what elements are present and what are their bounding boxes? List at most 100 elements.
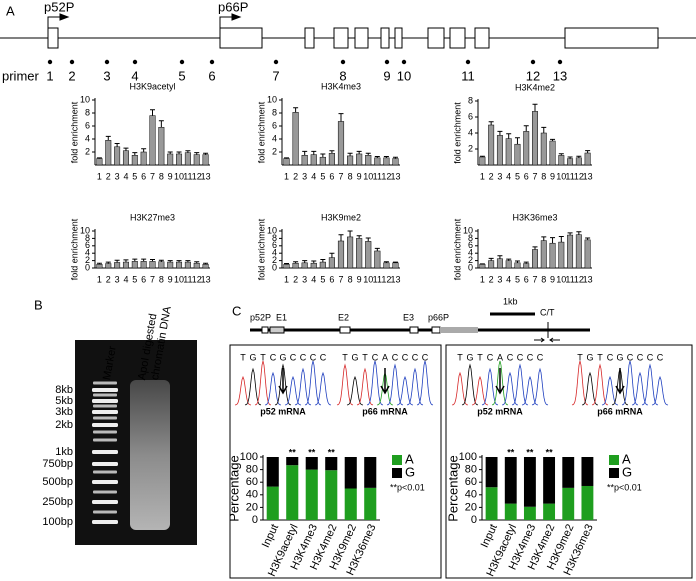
x-tick-label: 4 <box>506 171 511 181</box>
x-tick-label: 12 <box>381 171 391 181</box>
error-bar <box>506 258 512 261</box>
primer-dot <box>401 59 407 65</box>
ladder-label: 2kb <box>55 419 73 431</box>
x-tick-label: 6 <box>141 171 146 181</box>
y-tick-label: 6 <box>468 111 473 121</box>
bar-segment <box>504 457 517 504</box>
error-bar <box>550 237 556 244</box>
promoter-label: p52P <box>44 0 74 14</box>
bar <box>158 261 165 269</box>
ladder-label: 750bp <box>42 458 73 470</box>
lane-label: Marker <box>101 345 119 381</box>
chart-title: H3K9acetyl <box>129 81 175 91</box>
x-tick-label: 1 <box>480 274 485 284</box>
y-tick-label: 4 <box>85 248 90 258</box>
x-tick-label: 10 <box>174 274 184 284</box>
trace-peak <box>451 371 469 406</box>
x-tick-label: 8 <box>159 274 164 284</box>
error-bar <box>311 260 317 264</box>
trace-peak <box>531 367 549 406</box>
bar-segment <box>364 457 377 488</box>
error-bar <box>488 257 494 261</box>
y-tick-label: 0 <box>468 262 473 272</box>
bar-segment <box>266 486 279 520</box>
error-bar <box>176 260 182 263</box>
bar-segment <box>523 457 536 507</box>
y-tick-label: 10 <box>267 225 277 235</box>
error-bar <box>150 258 155 262</box>
trace-label: p66 mRNA <box>362 406 408 416</box>
bar <box>176 261 183 269</box>
error-bar <box>576 231 582 235</box>
base-letter: T <box>457 352 463 362</box>
error-bar <box>320 153 326 158</box>
ladder-band <box>93 430 117 434</box>
ladder-label: 3kb <box>55 406 73 418</box>
error-bar <box>329 150 335 154</box>
trace-peak <box>471 375 489 406</box>
y-tick-label: 8 <box>85 233 90 243</box>
x-tick-label: 3 <box>497 274 502 284</box>
exon <box>354 27 369 49</box>
bar-segment <box>581 485 594 520</box>
exon <box>339 326 351 334</box>
primer-label: primer <box>2 68 40 83</box>
x-tick-label: 10 <box>363 171 373 181</box>
x-tick-label: 7 <box>150 171 155 181</box>
primer-dot <box>465 59 471 65</box>
note: **p<0.01 <box>607 482 642 492</box>
exon <box>474 27 490 49</box>
ladder-label: 5kb <box>55 395 73 407</box>
error-bar <box>523 125 529 132</box>
error-bar <box>383 156 389 158</box>
error-bar <box>585 150 591 153</box>
error-bar <box>338 234 344 241</box>
bar <box>567 158 574 166</box>
trace-peak <box>601 375 619 406</box>
x-tick-label: 11 <box>565 274 574 284</box>
x-tick-label: 10 <box>174 171 184 181</box>
y-axis-label: Percentage <box>445 455 460 522</box>
bar-segment <box>325 457 338 471</box>
y-tick-label: 4 <box>85 133 90 143</box>
error-bar <box>567 232 573 236</box>
error-bar <box>141 148 147 152</box>
ladder-band <box>93 404 117 408</box>
y-tick-label: 0 <box>272 262 277 272</box>
x-tick-label: 11 <box>183 171 192 181</box>
exon <box>380 27 390 49</box>
transcript-map <box>250 312 590 343</box>
promoter-label: p66P <box>218 0 248 14</box>
x-tick-label: 7 <box>150 274 155 284</box>
error-bar <box>284 157 290 159</box>
y-tick-label: 8 <box>272 107 277 117</box>
scale-label: 1kb <box>503 296 518 306</box>
trace-peak <box>264 371 282 406</box>
x-tick-label: 3 <box>115 274 120 284</box>
bar <box>202 264 209 269</box>
bar <box>558 155 565 166</box>
error-bar <box>105 135 111 141</box>
arrow <box>380 368 390 395</box>
bar <box>184 261 191 269</box>
x-tick-label: 12 <box>192 171 202 181</box>
significance: ** <box>546 447 554 457</box>
bar <box>337 240 345 269</box>
bar <box>310 154 317 166</box>
bar <box>374 157 381 166</box>
arrow <box>278 368 288 395</box>
bar <box>328 257 335 269</box>
map-label: E2 <box>338 312 349 322</box>
bar <box>184 152 191 166</box>
x-tick-label: 11 <box>183 274 192 284</box>
x-tick-label: 1 <box>284 274 289 284</box>
trace-peak <box>396 375 414 406</box>
x-tick-label: 12 <box>381 274 391 284</box>
bar <box>392 158 399 166</box>
bar <box>514 143 521 166</box>
base-letter: C <box>402 352 409 362</box>
y-tick-label: 40 <box>465 489 477 501</box>
ladder-band <box>92 520 118 524</box>
y-tick-label: 10 <box>80 225 90 235</box>
